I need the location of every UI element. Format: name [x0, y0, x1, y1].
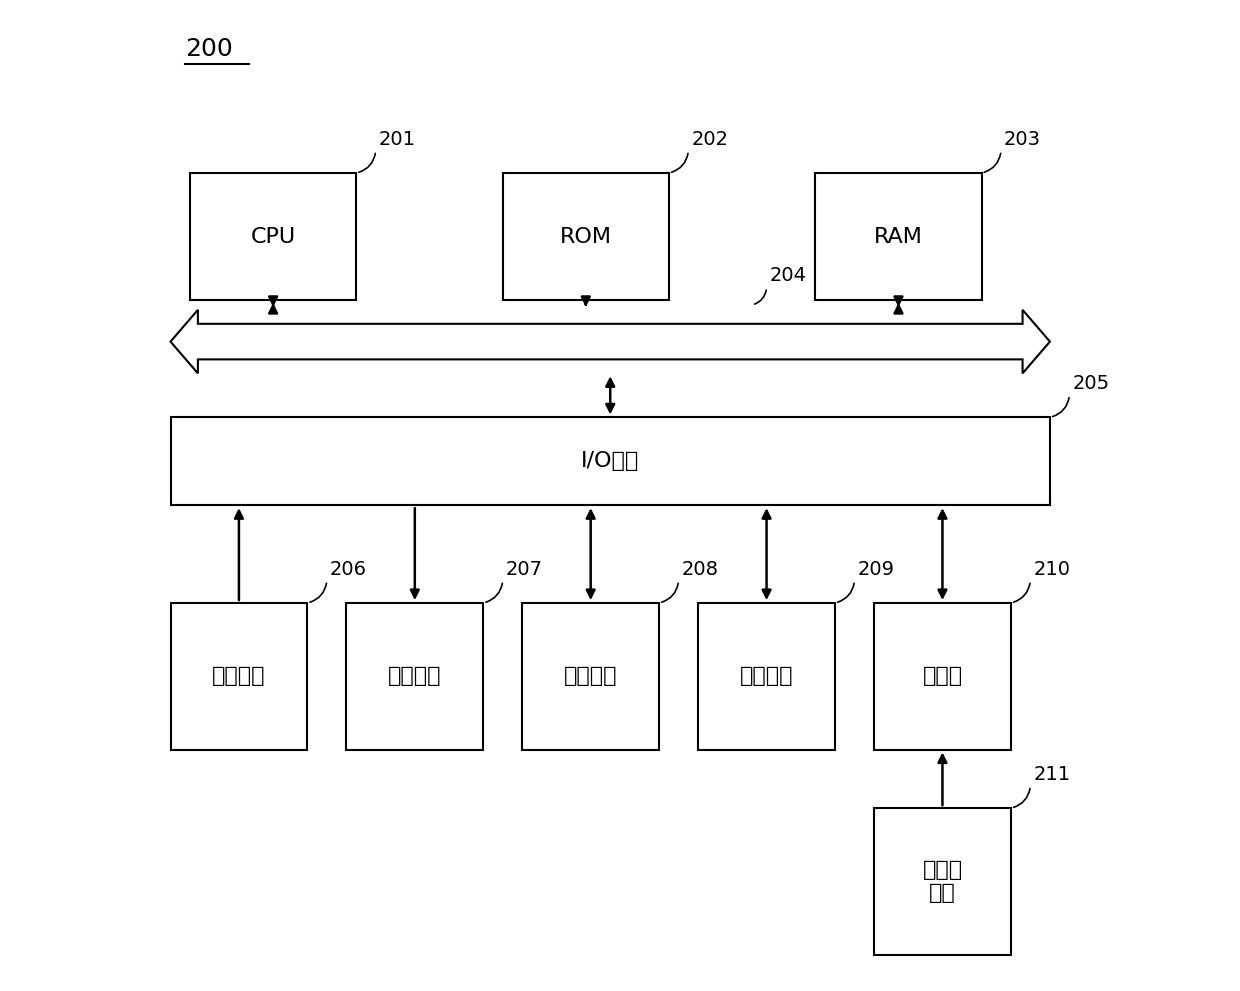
- FancyBboxPatch shape: [171, 417, 1050, 505]
- Text: 210: 210: [1033, 560, 1070, 579]
- Text: ROM: ROM: [559, 227, 611, 247]
- Text: 可拆卸
介质: 可拆卸 介质: [923, 860, 962, 903]
- Text: 202: 202: [692, 130, 728, 149]
- FancyBboxPatch shape: [171, 603, 308, 749]
- FancyBboxPatch shape: [874, 809, 1011, 954]
- Text: 输入部分: 输入部分: [212, 666, 265, 686]
- Text: 200: 200: [185, 37, 233, 60]
- Text: 203: 203: [1004, 130, 1042, 149]
- Text: 207: 207: [506, 560, 543, 579]
- Text: 通信部分: 通信部分: [740, 666, 794, 686]
- Text: 205: 205: [1073, 374, 1110, 392]
- FancyBboxPatch shape: [874, 603, 1011, 749]
- Text: 驱动器: 驱动器: [923, 666, 962, 686]
- FancyBboxPatch shape: [816, 173, 982, 300]
- Text: RAM: RAM: [874, 227, 923, 247]
- Text: 201: 201: [378, 130, 415, 149]
- Text: 206: 206: [330, 560, 367, 579]
- FancyBboxPatch shape: [522, 603, 660, 749]
- Text: 输出部分: 输出部分: [388, 666, 441, 686]
- FancyBboxPatch shape: [346, 603, 484, 749]
- Text: I/O接口: I/O接口: [582, 451, 640, 472]
- Polygon shape: [171, 310, 1050, 374]
- Text: 209: 209: [857, 560, 894, 579]
- FancyBboxPatch shape: [698, 603, 835, 749]
- Text: 208: 208: [682, 560, 718, 579]
- Text: 211: 211: [1033, 765, 1070, 784]
- Text: CPU: CPU: [250, 227, 295, 247]
- FancyBboxPatch shape: [502, 173, 668, 300]
- Text: 储存部分: 储存部分: [564, 666, 618, 686]
- FancyBboxPatch shape: [190, 173, 356, 300]
- Text: 204: 204: [770, 267, 806, 285]
